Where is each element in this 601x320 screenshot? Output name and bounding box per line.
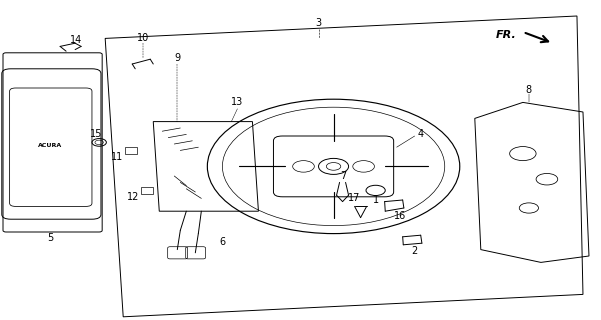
Text: 5: 5 [47, 233, 53, 244]
Text: 2: 2 [412, 246, 418, 256]
Text: 13: 13 [231, 97, 243, 108]
Text: 14: 14 [70, 35, 82, 45]
Text: 9: 9 [174, 52, 180, 63]
Text: 12: 12 [127, 192, 139, 202]
Text: ACURA: ACURA [38, 143, 62, 148]
Text: 1: 1 [373, 195, 379, 205]
Bar [125, 147, 137, 154]
Text: FR.: FR. [496, 30, 517, 40]
Text: 4: 4 [418, 129, 424, 140]
Text: 16: 16 [394, 211, 406, 221]
Text: 8: 8 [526, 84, 532, 95]
Text: 17: 17 [349, 193, 361, 204]
Text: 6: 6 [219, 236, 225, 247]
Text: 7: 7 [341, 171, 347, 181]
Text: 15: 15 [90, 129, 102, 140]
Text: 11: 11 [111, 152, 123, 162]
Bar [141, 187, 153, 194]
Text: 10: 10 [137, 33, 149, 44]
Text: 3: 3 [316, 18, 322, 28]
